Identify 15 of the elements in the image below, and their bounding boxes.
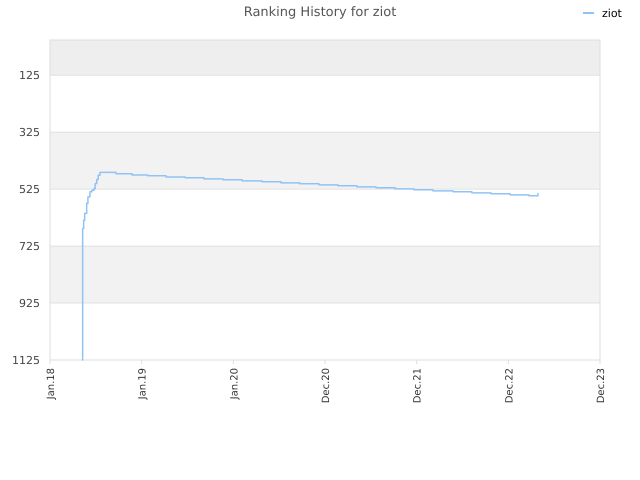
y-tick-label: 1125	[12, 354, 40, 367]
x-tick-label: Dec.21	[412, 368, 424, 404]
x-tick-label: Jan.20	[229, 368, 240, 400]
y-tick-label: 925	[19, 296, 40, 310]
y-tick-label: 125	[19, 69, 40, 82]
legend-label: ziot	[602, 6, 623, 20]
x-tick-label: Jan.19	[138, 368, 149, 400]
y-tick-label: 525	[19, 183, 40, 196]
chart-title: Ranking History for ziot	[244, 5, 396, 20]
x-tick-label: Jan.18	[46, 368, 57, 400]
y-tick-label: 325	[19, 126, 40, 140]
x-tick-label: Dec.20	[321, 368, 332, 404]
x-tick-label: Dec.22	[504, 368, 516, 404]
x-tick-label: Dec.23	[596, 368, 607, 404]
y-tick-label: 725	[19, 240, 40, 253]
